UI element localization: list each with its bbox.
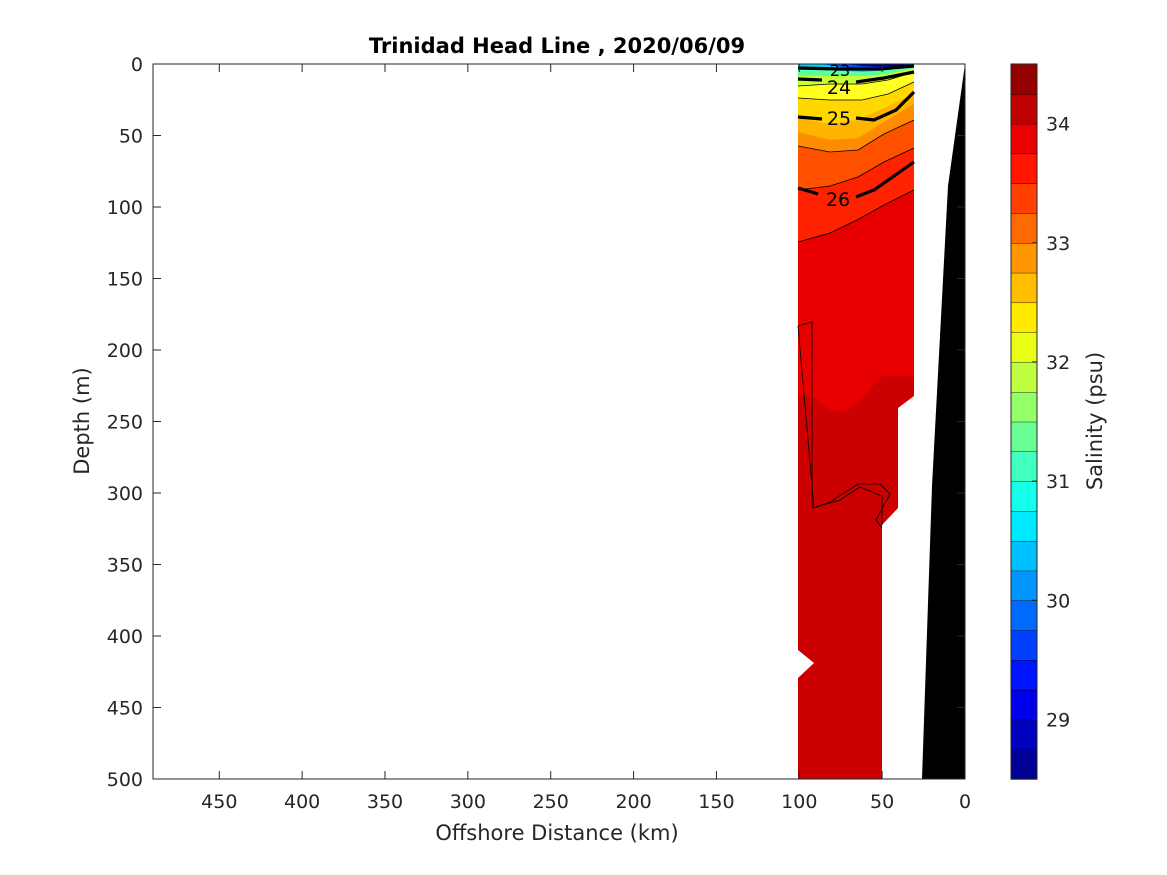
colorbar-swatch — [1010, 331, 1038, 363]
thin-contour-3 — [797, 325, 891, 529]
y-tick-label: 150 — [107, 269, 143, 291]
thin-contour-2 — [797, 321, 883, 525]
x-tick-label: 400 — [284, 791, 320, 813]
colorbar-swatch — [1010, 63, 1038, 95]
colorbar-tick-label: 32 — [1046, 352, 1070, 374]
colorbar-swatch — [1010, 629, 1038, 661]
x-tick-label: 300 — [450, 791, 486, 813]
x-tick-label: 350 — [367, 791, 403, 813]
thin-contour-4 — [797, 147, 915, 191]
thin-contour-5 — [797, 119, 915, 153]
density-contour-26 — [797, 160, 915, 199]
y-tick-label: 500 — [107, 769, 143, 791]
colorbar-swatch — [1010, 242, 1038, 274]
x-tick-label: 200 — [615, 791, 651, 813]
y-tick-label: 450 — [107, 698, 143, 720]
y-axis: 0 50 100 150 200 250 300 350 400 450 500 — [107, 54, 965, 791]
y-tick-label: 200 — [107, 340, 143, 362]
colorbar-tick-label: 29 — [1046, 709, 1070, 731]
bathymetry — [922, 64, 965, 779]
colorbar-swatch — [1010, 272, 1038, 304]
colorbar-swatch — [1010, 510, 1038, 542]
colorbar-swatch — [1010, 421, 1038, 452]
thin-contour-6 — [797, 81, 915, 101]
x-tick-label: 450 — [201, 791, 237, 813]
x-tick-label: 0 — [959, 791, 971, 813]
colorbar-swatch — [1010, 93, 1038, 125]
colorbar-frame — [1010, 63, 1038, 780]
colorbar-tick-label: 31 — [1046, 471, 1070, 493]
salinity-contours: 23 24 25 26 — [797, 61, 965, 779]
colorbar-swatch — [1010, 689, 1038, 721]
y-tick-label: 100 — [107, 197, 143, 219]
thin-contour-7 — [797, 71, 915, 87]
colorbar-swatch — [1010, 659, 1038, 691]
chart-title: Trinidad Head Line , 2020/06/09 — [369, 34, 745, 58]
colorbar-swatch — [1010, 749, 1038, 780]
contour-label-23: 23 — [830, 61, 850, 80]
colorbar-swatch — [1010, 182, 1038, 214]
colorbar-swatch — [1010, 540, 1038, 572]
colorbar-tick-label: 34 — [1046, 114, 1070, 136]
y-tick-label: 300 — [107, 483, 143, 505]
y-axis-label: Depth (m) — [70, 367, 94, 474]
y-tick-label: 0 — [131, 54, 143, 76]
colorbar-label: Salinity (psu) — [1083, 352, 1107, 490]
colorbar-tick-label: 33 — [1046, 233, 1070, 255]
colorbar: 29 30 31 32 33 34 — [1010, 63, 1070, 780]
thin-contour-1 — [797, 189, 915, 243]
x-axis: 450 400 350 300 250 200 150 100 50 0 — [201, 64, 971, 813]
y-tick-label: 400 — [107, 626, 143, 648]
colorbar-swatch — [1010, 153, 1038, 184]
colorbar-swatch — [1010, 480, 1038, 512]
colorbar-tick-label: 30 — [1046, 590, 1070, 612]
colorbar-swatch — [1010, 212, 1038, 244]
density-contour-23 — [797, 64, 915, 71]
y-tick-label: 250 — [107, 412, 143, 434]
x-tick-label: 150 — [698, 791, 734, 813]
colorbar-swatch — [1010, 600, 1038, 631]
colorbar-swatch — [1010, 361, 1038, 393]
colorbar-swatch — [1010, 719, 1038, 750]
density-contour-25 — [797, 90, 916, 122]
colorbar-swatch — [1010, 302, 1038, 333]
colorbar-swatch — [1010, 391, 1038, 423]
x-tick-label: 250 — [533, 791, 569, 813]
colorbar-swatch — [1010, 451, 1038, 482]
contour-label-26: 26 — [826, 189, 850, 211]
colorbar-swatch — [1010, 570, 1038, 601]
x-tick-label: 100 — [781, 791, 817, 813]
y-tick-label: 50 — [119, 126, 143, 148]
x-tick-label: 50 — [870, 791, 894, 813]
fill-navy — [846, 64, 914, 67]
contour-label-25: 25 — [827, 108, 851, 130]
contour-label-24: 24 — [827, 77, 851, 99]
density-contour-24 — [797, 70, 915, 84]
x-axis-label: Offshore Distance (km) — [435, 821, 678, 845]
colorbar-swatch — [1010, 123, 1038, 155]
y-tick-label: 350 — [107, 555, 143, 577]
